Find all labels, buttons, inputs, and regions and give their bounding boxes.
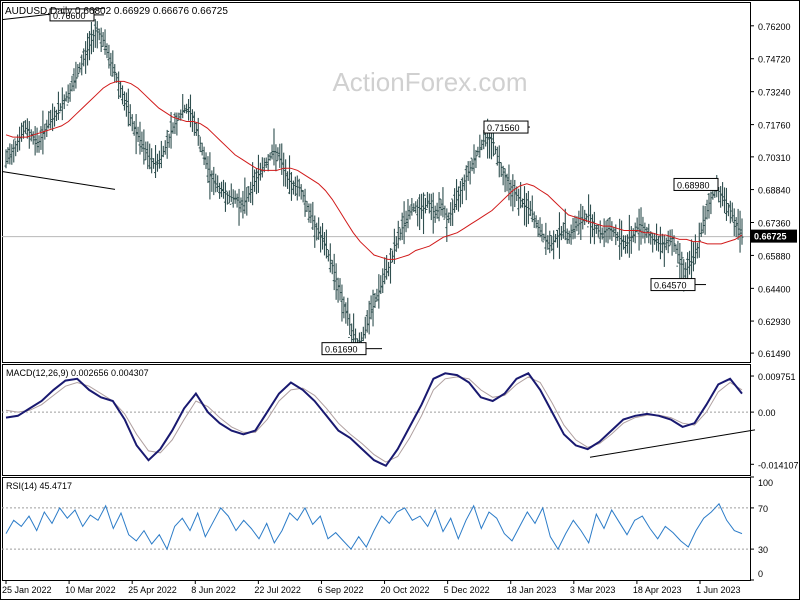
x-tick-label: 18 Jan 2023 <box>507 585 557 595</box>
x-tick-label: 10 Mar 2022 <box>65 585 116 595</box>
rsi-tick-label: 70 <box>758 504 768 514</box>
price-annotation: 0.64570 <box>650 278 706 292</box>
macd-label: MACD(12,26,9) 0.002656 0.004307 <box>6 368 149 378</box>
moving-average-line <box>5 80 743 260</box>
macd-tick-label: 0.00 <box>758 408 776 418</box>
annotation-box <box>321 342 367 356</box>
macd-signal-line <box>5 376 743 463</box>
annotation-box <box>483 120 529 134</box>
price-tick-label: 0.65880 <box>758 251 791 261</box>
price-tick-label: 0.64400 <box>758 284 791 294</box>
x-tick-label: 8 Jun 2022 <box>191 585 236 595</box>
price-annotation: 0.71560 <box>483 120 530 134</box>
x-tick-label: 6 Sep 2022 <box>317 585 363 595</box>
price-panel: 0.76200 0.74720 0.73240 0.71760 0.70310 0.688… <box>1 7 797 359</box>
rsi-frame <box>2 477 751 581</box>
watermark: ActionForex.com <box>332 67 527 97</box>
macd-line <box>5 372 743 468</box>
annotation-label: 0.61690 <box>325 345 358 355</box>
price-annotation: 0.68980 <box>673 177 719 191</box>
price-tick-label: 0.62930 <box>758 317 791 327</box>
price-tick-label: 0.74720 <box>758 55 791 65</box>
symbol-header: AUDUSD,Daily 0.66802 0.66929 0.66676 0.6… <box>5 6 228 17</box>
price-tick-label: 0.71760 <box>758 121 791 131</box>
annotation-box <box>673 177 719 191</box>
price-tick-label: 0.61490 <box>758 349 791 359</box>
rsi-tick-label: 100 <box>758 478 773 488</box>
macd-tick-label: 0.009751 <box>758 372 796 382</box>
rsi-label: RSI(14) 45.4717 <box>6 481 72 491</box>
x-tick-label: 22 Jul 2022 <box>254 585 301 595</box>
annotation-box <box>650 278 696 292</box>
price-annotation: 0.76600 <box>49 8 104 22</box>
x-tick-label: 25 Jan 2022 <box>2 585 52 595</box>
x-tick-label: 20 Oct 2022 <box>381 585 430 595</box>
price-frame <box>2 2 751 363</box>
annotation-label: 0.68980 <box>677 180 710 190</box>
x-tick-label: 3 Mar 2023 <box>570 585 616 595</box>
annotation-label: 0.71560 <box>487 123 520 133</box>
price-tick-label: 0.67360 <box>758 218 791 228</box>
price-annotation: 0.61690 <box>321 342 382 356</box>
rsi-tick-label: 30 <box>758 545 768 555</box>
rsi-panel: RSI(14) 45.4717 100 70 30 0 <box>2 476 773 581</box>
x-tick-label: 5 Dec 2022 <box>444 585 490 595</box>
macd-tick-label: -0.014107 <box>758 460 799 470</box>
x-axis: 25 Jan 2022 10 Mar 2022 25 Apr 2022 8 Jun 2… <box>2 580 741 595</box>
price-tick-label: 0.70310 <box>758 153 791 163</box>
macd-trendline <box>589 429 756 458</box>
price-tick-label: 0.73240 <box>758 88 791 98</box>
rsi-tick-label: 0 <box>758 569 763 579</box>
price-tick-label: 0.68840 <box>758 186 791 196</box>
ohlc-bars <box>4 19 744 355</box>
price-tick-label: 0.76200 <box>758 22 791 32</box>
current-price-label: 0.66725 <box>754 232 787 242</box>
annotation-label: 0.76600 <box>53 11 86 21</box>
trendline-lower <box>1 171 116 190</box>
annotation-label: 0.64570 <box>654 281 687 291</box>
macd-panel: MACD(12,26,9) 0.002656 0.004307 0.009751 0… <box>2 368 799 470</box>
x-tick-label: 18 Apr 2023 <box>633 585 682 595</box>
x-tick-label: 1 Jun 2023 <box>696 585 741 595</box>
rsi-line <box>5 502 743 551</box>
annotation-box <box>49 8 95 22</box>
x-tick-label: 25 Apr 2022 <box>128 585 177 595</box>
macd-frame <box>2 364 751 476</box>
current-price-box <box>751 229 797 243</box>
